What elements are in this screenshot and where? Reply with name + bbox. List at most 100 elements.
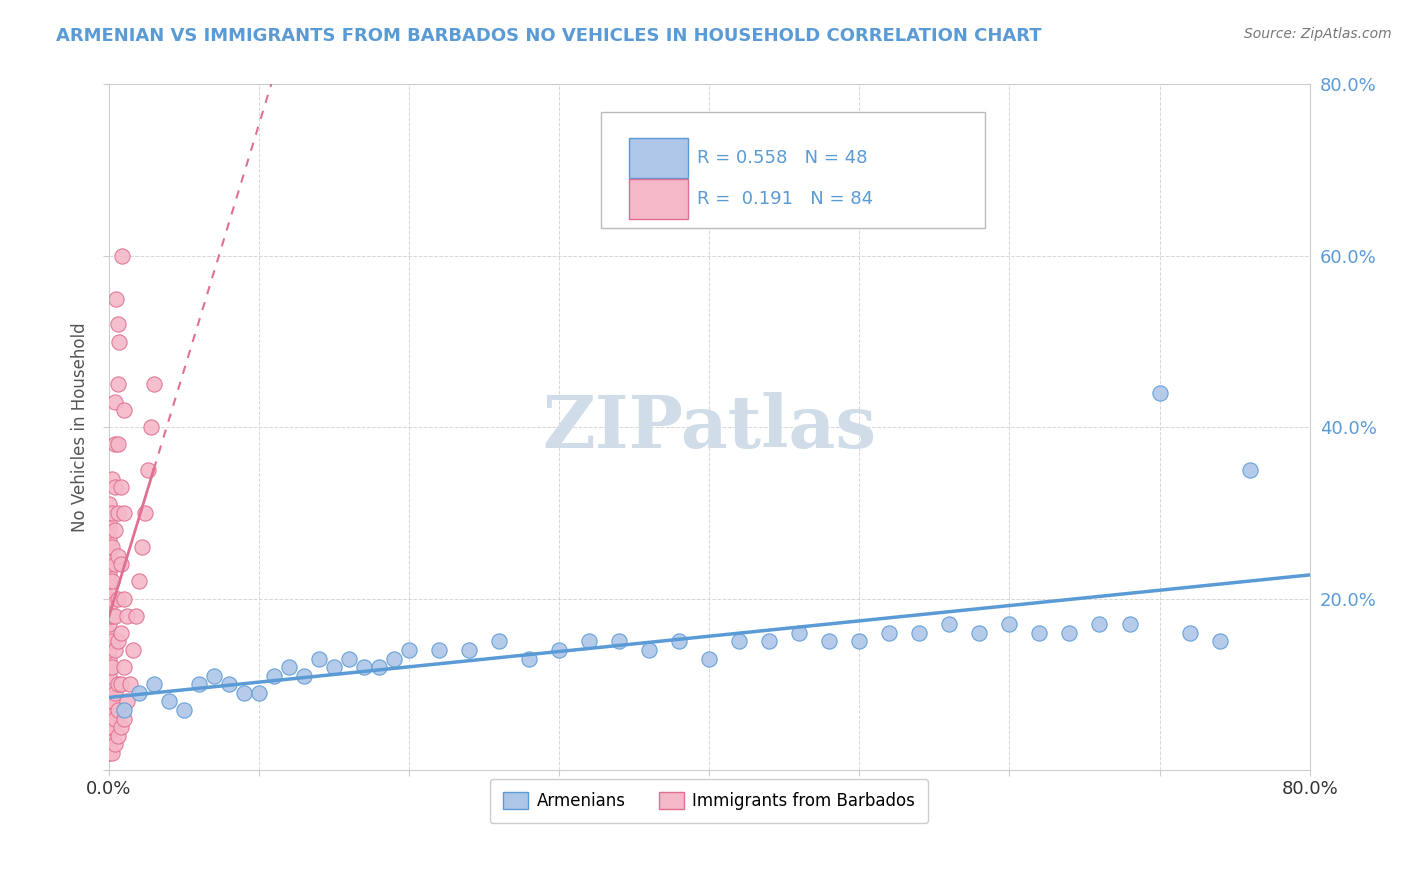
Point	[100, 574, 122, 589]
Point	[427, 643, 450, 657]
Point	[110, 626, 132, 640]
Point	[1208, 634, 1230, 648]
Point	[104, 480, 127, 494]
Point	[97, 608, 120, 623]
Text: R = 0.558   N = 48: R = 0.558 N = 48	[697, 149, 868, 167]
Point	[111, 249, 134, 263]
Point	[107, 318, 129, 332]
Point	[110, 720, 132, 734]
Point	[112, 506, 135, 520]
Point	[97, 669, 120, 683]
Point	[728, 634, 751, 648]
FancyBboxPatch shape	[602, 112, 986, 228]
Point	[173, 703, 195, 717]
Point	[1028, 626, 1050, 640]
Point	[97, 660, 120, 674]
Point	[136, 463, 159, 477]
Point	[97, 729, 120, 743]
Point	[97, 582, 120, 597]
Point	[1239, 463, 1261, 477]
Point	[107, 377, 129, 392]
Point	[908, 626, 931, 640]
Point	[100, 608, 122, 623]
Point	[97, 574, 120, 589]
Point	[107, 591, 129, 606]
Point	[97, 746, 120, 760]
Point	[879, 626, 901, 640]
Point	[97, 549, 120, 563]
Point	[107, 549, 129, 563]
Point	[398, 643, 420, 657]
Point	[97, 643, 120, 657]
Point	[818, 634, 841, 648]
FancyBboxPatch shape	[628, 179, 688, 219]
Point	[202, 669, 225, 683]
Point	[97, 558, 120, 572]
Point	[107, 437, 129, 451]
Point	[112, 403, 135, 417]
Point	[100, 540, 122, 554]
Point	[292, 669, 315, 683]
Point	[108, 334, 131, 349]
Point	[938, 617, 960, 632]
Point	[104, 712, 127, 726]
Point	[107, 506, 129, 520]
Point	[787, 626, 810, 640]
Point	[112, 703, 135, 717]
Point	[139, 420, 162, 434]
Point	[218, 677, 240, 691]
Point	[100, 746, 122, 760]
Y-axis label: No Vehicles in Household: No Vehicles in Household	[72, 322, 89, 532]
Point	[100, 720, 122, 734]
Point	[97, 651, 120, 665]
Point	[100, 634, 122, 648]
Point	[97, 532, 120, 546]
Point	[97, 703, 120, 717]
Point	[118, 677, 141, 691]
FancyBboxPatch shape	[628, 138, 688, 178]
Point	[128, 574, 150, 589]
Point	[97, 515, 120, 529]
Point	[97, 634, 120, 648]
Point	[105, 292, 128, 306]
Point	[131, 540, 153, 554]
Point	[969, 626, 991, 640]
Point	[142, 677, 165, 691]
Point	[697, 651, 720, 665]
Point	[322, 660, 344, 674]
Point	[97, 712, 120, 726]
Point	[1178, 626, 1201, 640]
Legend: Armenians, Immigrants from Barbados: Armenians, Immigrants from Barbados	[489, 779, 928, 823]
Point	[128, 686, 150, 700]
Text: R =  0.191   N = 84: R = 0.191 N = 84	[697, 190, 873, 208]
Point	[104, 437, 127, 451]
Point	[578, 634, 600, 648]
Point	[1149, 386, 1171, 401]
Point	[100, 694, 122, 708]
Point	[107, 634, 129, 648]
Point	[104, 394, 127, 409]
Point	[104, 737, 127, 751]
Point	[97, 686, 120, 700]
Point	[121, 643, 143, 657]
Point	[110, 480, 132, 494]
Point	[97, 737, 120, 751]
Point	[1118, 617, 1140, 632]
Point	[97, 617, 120, 632]
Point	[100, 472, 122, 486]
Point	[308, 651, 330, 665]
Point	[100, 506, 122, 520]
Text: Source: ZipAtlas.com: Source: ZipAtlas.com	[1244, 27, 1392, 41]
Point	[337, 651, 360, 665]
Point	[104, 523, 127, 537]
Point	[97, 694, 120, 708]
Point	[97, 523, 120, 537]
Point	[104, 558, 127, 572]
Point	[110, 558, 132, 572]
Point	[97, 677, 120, 691]
Point	[142, 377, 165, 392]
Point	[97, 720, 120, 734]
Point	[104, 608, 127, 623]
Point	[97, 506, 120, 520]
Point	[458, 643, 481, 657]
